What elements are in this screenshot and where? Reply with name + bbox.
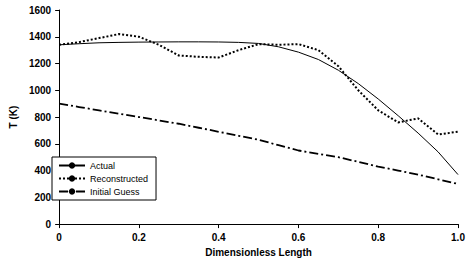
svg-text:Actual: Actual xyxy=(90,161,115,171)
svg-text:0.6: 0.6 xyxy=(292,232,306,243)
svg-text:600: 600 xyxy=(34,138,51,149)
svg-text:0: 0 xyxy=(56,232,62,243)
svg-text:0.8: 0.8 xyxy=(371,232,385,243)
svg-text:200: 200 xyxy=(34,192,51,203)
svg-text:Initial Guess: Initial Guess xyxy=(90,187,140,197)
svg-text:0.4: 0.4 xyxy=(212,232,226,243)
svg-text:T (K): T (K) xyxy=(8,106,19,129)
svg-text:0: 0 xyxy=(46,219,52,230)
svg-text:1200: 1200 xyxy=(29,58,52,69)
svg-text:800: 800 xyxy=(34,112,51,123)
svg-text:1400: 1400 xyxy=(29,31,52,42)
svg-text:Dimensionless Length: Dimensionless Length xyxy=(205,247,312,258)
svg-text:1.0: 1.0 xyxy=(451,232,465,243)
svg-text:0.2: 0.2 xyxy=(132,232,146,243)
svg-text:400: 400 xyxy=(34,165,51,176)
svg-text:1000: 1000 xyxy=(29,85,52,96)
svg-text:1600: 1600 xyxy=(29,5,52,16)
svg-text:Reconstructed: Reconstructed xyxy=(90,174,148,184)
